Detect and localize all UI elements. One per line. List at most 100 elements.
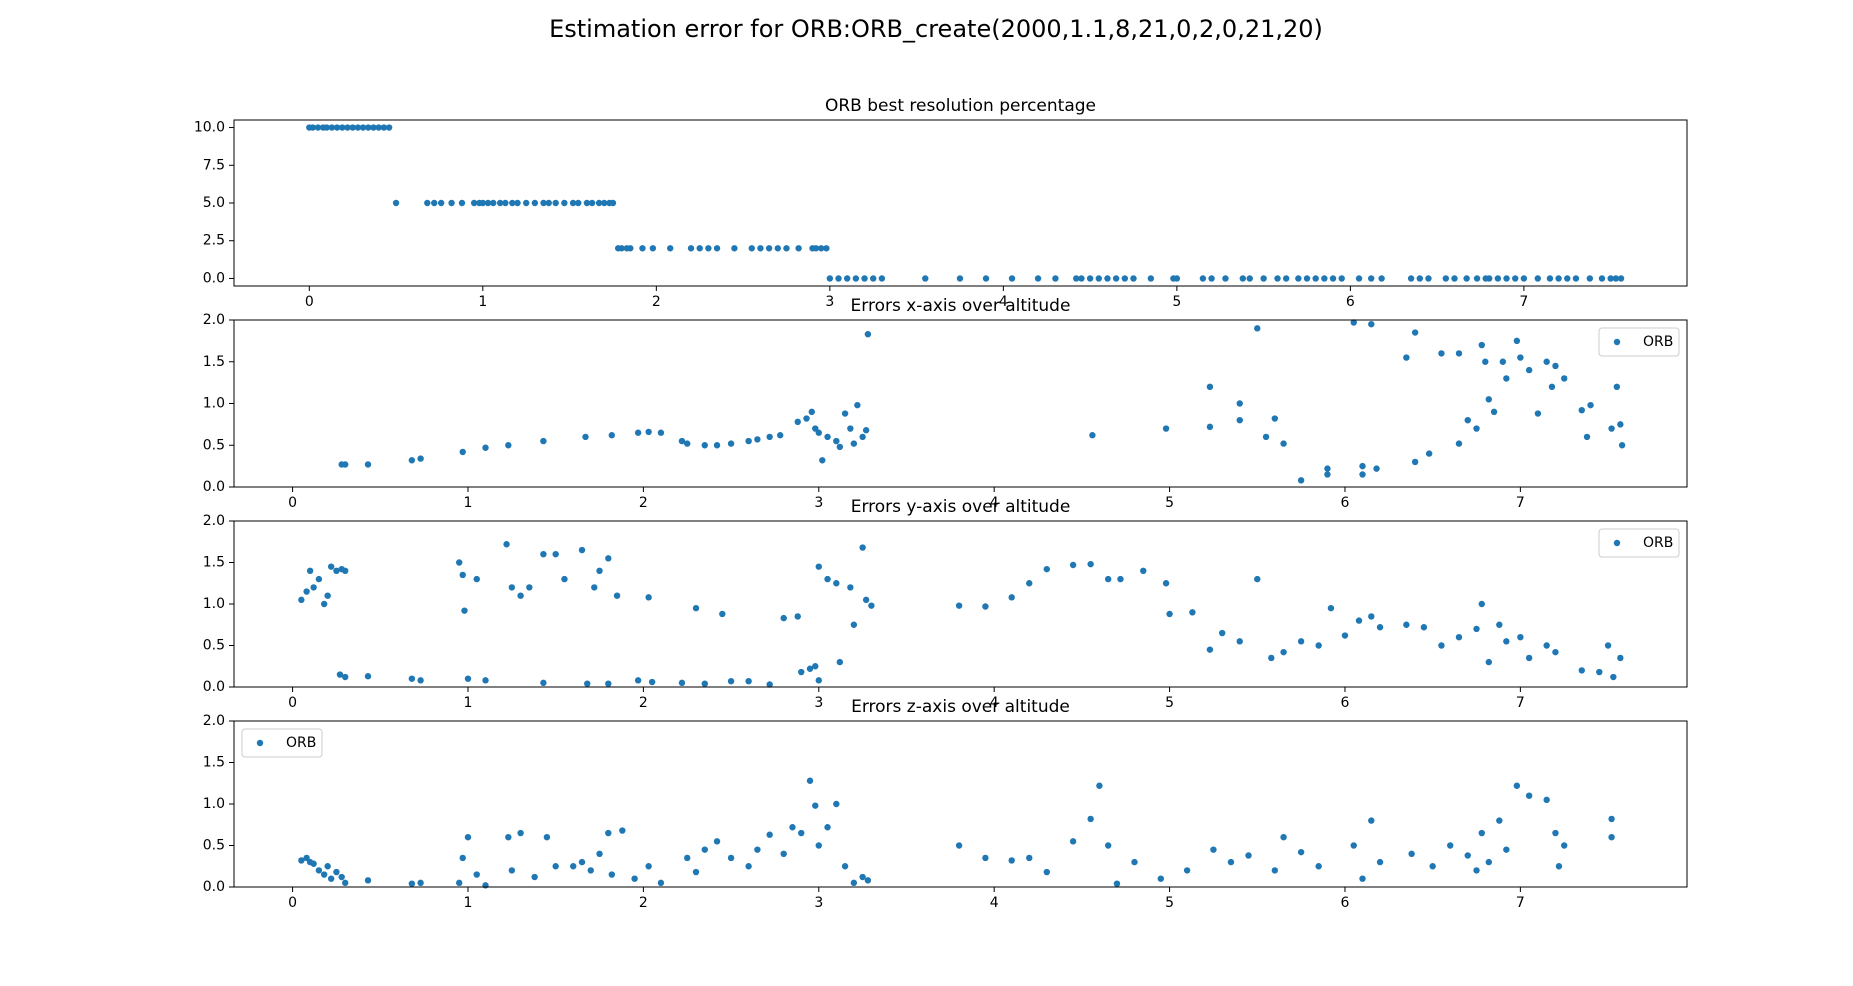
data-point xyxy=(667,245,674,252)
data-point xyxy=(417,677,424,684)
data-point xyxy=(1543,358,1550,365)
data-point xyxy=(1368,613,1375,620)
data-point xyxy=(1043,868,1050,876)
data-point xyxy=(864,330,872,338)
data-point xyxy=(306,567,314,574)
data-point xyxy=(552,551,559,558)
data-point xyxy=(1473,425,1480,432)
data-point xyxy=(1355,617,1363,624)
data-point xyxy=(850,621,858,628)
data-point xyxy=(1236,400,1243,407)
data-point xyxy=(1598,275,1606,282)
x-tick-label: 6 xyxy=(1346,294,1355,310)
data-point xyxy=(1503,638,1510,645)
data-point xyxy=(618,245,625,252)
data-point xyxy=(605,680,612,687)
x-tick-label: 0 xyxy=(288,895,297,911)
data-point xyxy=(1578,667,1585,674)
data-point xyxy=(645,594,652,601)
data-point xyxy=(1478,341,1485,349)
data-point xyxy=(794,613,801,620)
data-point xyxy=(1104,842,1112,849)
data-point xyxy=(569,199,577,207)
data-point xyxy=(1315,863,1322,870)
data-point xyxy=(956,275,964,282)
data-point xyxy=(1517,634,1524,641)
legend-box xyxy=(241,728,323,758)
data-point xyxy=(502,199,509,207)
x-tick-label: 4 xyxy=(999,294,1008,310)
data-point xyxy=(459,448,466,456)
data-point xyxy=(1338,275,1345,282)
data-point xyxy=(1610,673,1617,681)
data-point xyxy=(1617,421,1624,428)
data-point xyxy=(310,860,317,867)
data-point xyxy=(561,575,568,583)
data-point xyxy=(1485,858,1492,866)
data-point xyxy=(437,199,445,207)
data-point xyxy=(1280,648,1287,656)
data-point xyxy=(727,854,735,862)
data-point xyxy=(1447,842,1454,849)
data-point xyxy=(1482,358,1489,365)
data-point xyxy=(1130,275,1137,282)
data-point xyxy=(982,603,989,610)
data-point xyxy=(766,681,773,688)
data-point xyxy=(333,868,340,876)
data-point xyxy=(540,551,547,558)
data-point xyxy=(575,199,582,207)
y-tick-label: 0.0 xyxy=(203,270,225,286)
data-point xyxy=(1411,329,1419,336)
data-point xyxy=(1268,654,1275,662)
x-tick-label: 1 xyxy=(478,294,487,310)
data-point xyxy=(1561,375,1568,382)
data-point xyxy=(473,575,480,583)
data-point xyxy=(780,850,787,857)
data-point xyxy=(1608,425,1615,432)
data-point xyxy=(1189,609,1196,616)
data-point xyxy=(1095,275,1102,282)
data-point xyxy=(408,880,416,887)
data-point xyxy=(1112,275,1120,282)
data-point xyxy=(503,541,510,548)
data-point xyxy=(794,418,801,426)
data-point xyxy=(1572,275,1580,282)
data-point xyxy=(1086,275,1094,282)
data-point xyxy=(1260,275,1267,282)
data-point xyxy=(1089,432,1096,439)
data-point xyxy=(342,461,349,468)
x-tick-label: 6 xyxy=(1341,495,1350,511)
data-point xyxy=(1210,846,1217,853)
data-point xyxy=(380,124,388,131)
data-point xyxy=(1473,625,1480,633)
y-tick-label: 2.5 xyxy=(203,233,225,249)
data-point xyxy=(639,245,646,252)
data-point xyxy=(424,199,431,207)
data-point xyxy=(798,829,805,837)
data-point xyxy=(1341,632,1349,639)
data-point xyxy=(1473,275,1481,282)
data-point xyxy=(1513,337,1521,345)
data-point xyxy=(1442,275,1450,282)
data-point xyxy=(1425,275,1432,282)
data-point xyxy=(847,425,854,432)
x-tick-label: 3 xyxy=(814,895,823,911)
y-tick-label: 0.0 xyxy=(203,879,225,895)
data-point xyxy=(479,199,487,207)
data-point xyxy=(552,199,559,207)
data-point xyxy=(1121,275,1129,282)
data-point xyxy=(684,854,691,862)
data-point xyxy=(582,433,589,441)
data-point xyxy=(1552,648,1559,656)
data-point xyxy=(375,124,382,131)
data-point xyxy=(1555,275,1562,282)
data-point xyxy=(850,879,858,887)
data-point xyxy=(1378,275,1385,282)
data-point xyxy=(1008,594,1015,601)
data-point xyxy=(417,879,424,887)
data-point xyxy=(815,429,822,436)
data-point xyxy=(1512,275,1519,282)
data-point xyxy=(627,245,634,252)
y-tick-label: 10.0 xyxy=(194,120,225,136)
data-point xyxy=(1140,567,1147,574)
